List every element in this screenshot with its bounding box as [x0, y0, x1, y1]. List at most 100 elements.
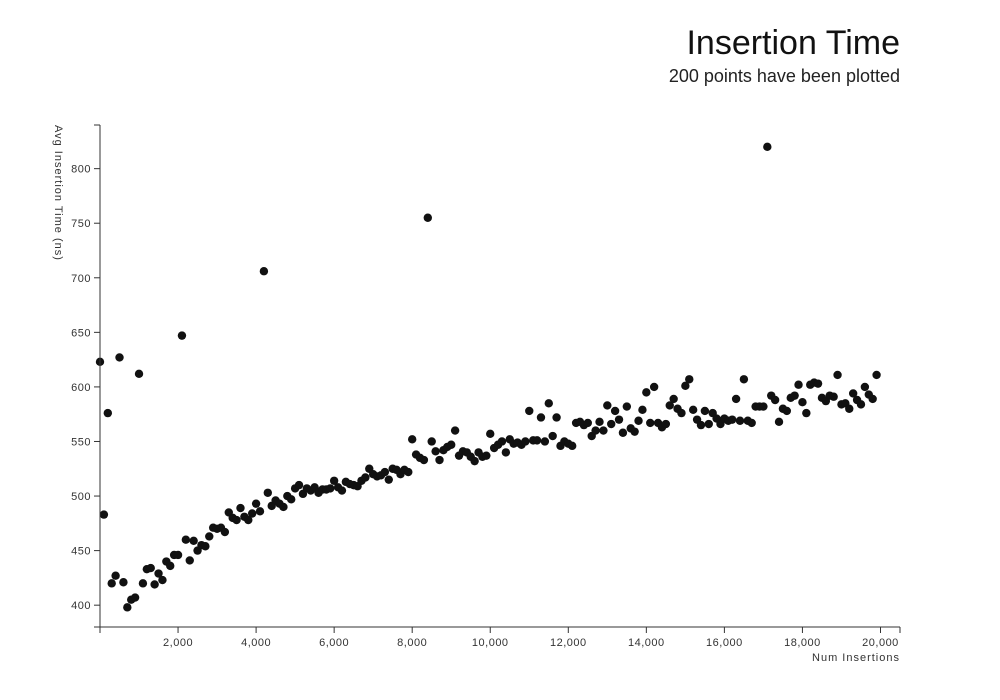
data-point	[431, 447, 440, 456]
data-point	[337, 486, 347, 495]
data-point	[185, 556, 194, 565]
data-point	[166, 561, 175, 571]
data-point	[134, 369, 144, 379]
data-point	[727, 415, 737, 424]
data-point	[759, 402, 768, 411]
y-tick-label: 500	[71, 491, 91, 503]
x-tick-label: 8,000	[397, 637, 427, 649]
data-point	[856, 400, 866, 409]
data-point	[622, 402, 632, 411]
data-point	[544, 399, 553, 408]
x-tick-label: 14,000	[628, 637, 665, 649]
data-point	[423, 213, 433, 222]
data-point	[798, 397, 807, 407]
data-point	[536, 413, 546, 422]
data-point	[677, 408, 686, 418]
axes-layer: 2,000 4,000 6,000 8,000 10,000 12,000 14,000 16…	[71, 124, 901, 649]
data-point	[247, 509, 257, 518]
chart-title: Insertion Time	[686, 24, 900, 62]
data-point	[287, 495, 296, 504]
data-point	[361, 473, 370, 482]
data-point	[450, 426, 460, 435]
data-point	[567, 441, 577, 451]
data-point	[794, 380, 803, 389]
data-point	[696, 420, 706, 430]
y-tick-label: 550	[71, 436, 91, 448]
data-point	[802, 408, 811, 418]
data-point	[115, 353, 124, 362]
data-point	[486, 429, 495, 439]
data-point	[583, 418, 593, 428]
y-tick-label: 800	[71, 164, 91, 176]
data-point	[548, 431, 557, 441]
data-point	[181, 535, 191, 544]
data-point	[618, 428, 628, 437]
data-point	[845, 404, 854, 413]
y-tick-label: 750	[71, 218, 91, 230]
data-point	[704, 419, 713, 429]
data-point	[138, 579, 148, 588]
data-point	[685, 375, 694, 384]
data-point	[649, 382, 659, 392]
x-tick-label: 6,000	[319, 637, 349, 649]
data-point	[177, 331, 187, 340]
data-point	[688, 405, 698, 415]
data-point	[255, 507, 265, 516]
data-point	[220, 527, 230, 537]
data-point	[552, 413, 561, 422]
data-point	[763, 142, 772, 152]
data-point	[603, 401, 612, 410]
data-point	[739, 375, 749, 384]
data-point	[470, 456, 479, 466]
y-axis-title: Avg Insertion Time (ns)	[52, 125, 64, 261]
data-point	[99, 510, 109, 519]
data-point	[591, 426, 600, 435]
data-point	[525, 406, 534, 416]
data-point	[595, 417, 604, 427]
data-point	[201, 542, 210, 551]
y-tick-label: 400	[71, 600, 91, 612]
data-point	[384, 475, 393, 484]
data-point	[380, 467, 390, 477]
data-point	[829, 392, 838, 401]
y-tick-label: 700	[71, 273, 91, 285]
data-point	[130, 593, 140, 602]
data-point	[482, 451, 491, 460]
data-point	[447, 440, 456, 449]
data-point	[607, 419, 616, 429]
data-point	[123, 603, 132, 612]
data-point	[669, 394, 678, 404]
data-point	[872, 370, 881, 380]
x-tick-label: 18,000	[784, 637, 821, 649]
x-axis-title: Num Insertions	[812, 652, 900, 664]
data-point	[747, 418, 756, 428]
data-point	[599, 426, 608, 435]
data-point	[263, 488, 273, 497]
data-point	[146, 563, 155, 573]
data-point	[119, 578, 128, 587]
data-point	[111, 571, 120, 580]
data-point	[189, 536, 198, 545]
data-point	[244, 515, 253, 525]
data-point	[521, 437, 530, 446]
data-point	[435, 455, 444, 465]
y-tick-label: 650	[71, 327, 91, 339]
data-point	[158, 575, 167, 585]
data-point	[860, 382, 870, 392]
data-point	[610, 406, 620, 416]
data-point	[634, 416, 643, 425]
data-point	[782, 406, 792, 416]
data-point	[501, 448, 511, 457]
data-point	[770, 395, 780, 405]
data-point	[532, 436, 542, 445]
data-point	[427, 437, 436, 446]
data-point	[681, 381, 690, 391]
data-point	[236, 503, 245, 513]
y-tick-label: 450	[71, 546, 91, 558]
data-point	[497, 437, 507, 446]
data-point	[790, 391, 799, 400]
data-point	[661, 419, 671, 429]
data-point	[700, 406, 710, 416]
x-tick-label: 4,000	[241, 637, 271, 649]
